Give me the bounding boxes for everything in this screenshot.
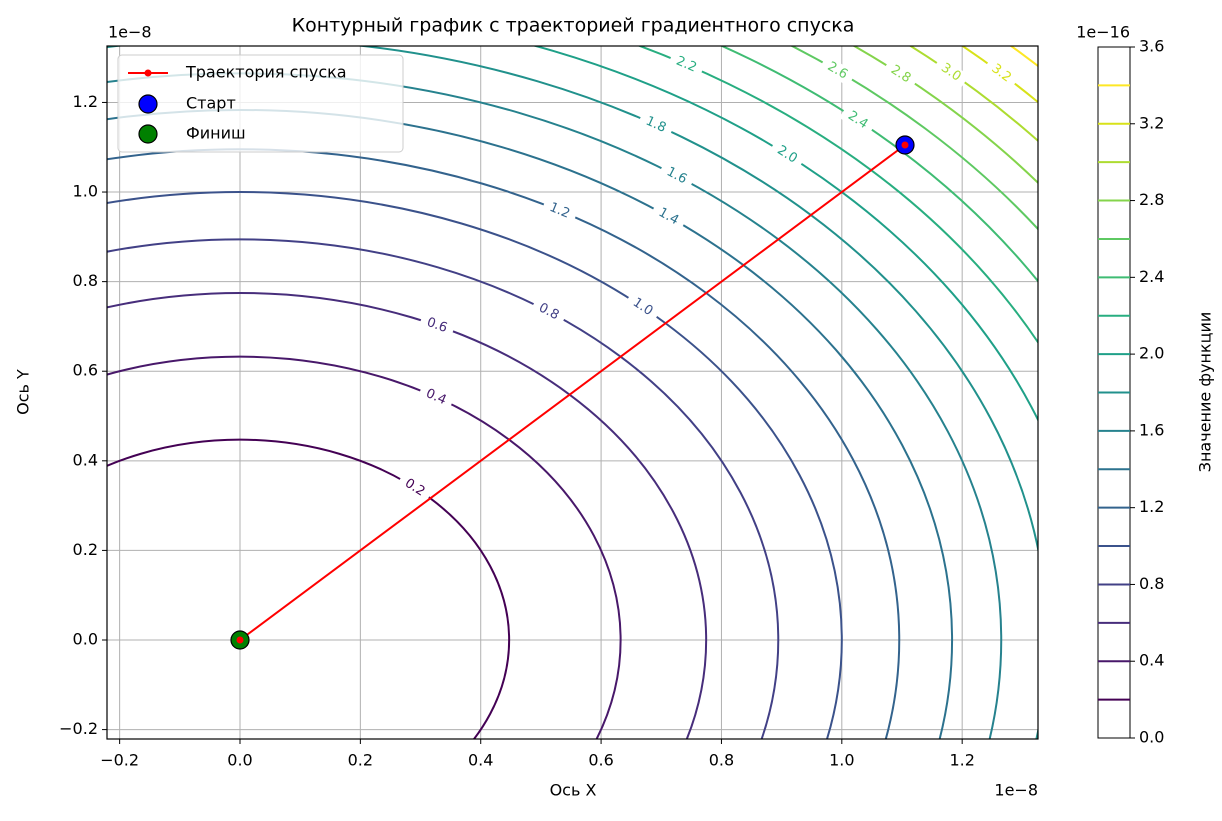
- contour-label-group: 1.6: [657, 160, 696, 191]
- plot-frame: [106, 45, 1039, 740]
- x-tick-label: 0.4: [468, 751, 493, 770]
- legend-label: Траектория спуска: [185, 63, 347, 82]
- colorbar-tick-label: 3.2: [1139, 113, 1164, 132]
- contour-line: [107, 355, 622, 739]
- x-tick-label: −0.2: [100, 751, 139, 770]
- x-tick-label: 0.8: [709, 751, 734, 770]
- contour-label-gap: [882, 58, 920, 91]
- legend: Траектория спуска Старт Финиш: [117, 54, 404, 153]
- y-tick-label: 0.4: [73, 450, 98, 469]
- colorbar-tick-label: 0.0: [1139, 728, 1164, 747]
- colorbar-tick-label: 1.6: [1139, 420, 1164, 439]
- grid: [107, 46, 1038, 739]
- x-tick-label: 0.0: [227, 751, 252, 770]
- contour-label-group: 0.8: [529, 296, 568, 327]
- colorbar-tick-label: 3.6: [1139, 37, 1164, 56]
- colorbar: 0.0 0.4 0.8 1.2 1.6 2.0 2.4 2.8 3.2 3.6: [1097, 37, 1164, 747]
- contour-label-gap: [932, 56, 970, 89]
- legend-dot: [144, 69, 152, 77]
- legend-label: Финиш: [186, 124, 246, 143]
- contour-label-gap: [529, 296, 568, 327]
- colorbar-tick-label: 2.0: [1139, 344, 1164, 363]
- contour-label-gap: [839, 104, 877, 137]
- trajectory-point: [236, 636, 244, 644]
- colorbar-tick-label: 1.2: [1139, 497, 1164, 516]
- colorbar-tick-label: 0.8: [1139, 574, 1164, 593]
- contour-label-gap: [637, 110, 675, 140]
- y-tick-label: −0.2: [59, 719, 98, 738]
- contour-line: [107, 238, 780, 739]
- trajectory-line: [239, 144, 906, 641]
- chart-title: Контурный график с траекторией градиентн…: [292, 15, 855, 37]
- contour-label-gap: [982, 56, 1020, 90]
- contour-label-group: 0.6: [418, 312, 456, 339]
- y-tick-label: 0.0: [73, 630, 98, 649]
- y-tick-label: 1.0: [73, 182, 98, 201]
- y-axis-label: Ось Y: [14, 369, 33, 415]
- contour-label-group: 0.4: [417, 382, 455, 412]
- y-tick-label: 0.2: [73, 540, 98, 559]
- y-offset: 1e−8: [108, 23, 152, 42]
- legend-box: [117, 54, 404, 153]
- legend-marker: [138, 124, 158, 144]
- contour-label: 0.6: [425, 315, 449, 336]
- x-tick-label: 0.2: [348, 751, 373, 770]
- contour-label-group: 1.8: [637, 110, 675, 140]
- colorbar-tick-label: 2.8: [1139, 190, 1164, 209]
- contour-line: [107, 438, 511, 739]
- contour-label-group: 2.2: [667, 50, 706, 79]
- contour-label-gap: [418, 312, 456, 339]
- y-tick-label: 0.8: [73, 271, 98, 290]
- contour-label-gap: [657, 160, 696, 191]
- contour-label-gap: [540, 196, 579, 225]
- y-tick-label: 1.2: [73, 92, 98, 111]
- x-tick-label: 0.6: [588, 751, 613, 770]
- x-offset: 1e−8: [994, 781, 1038, 800]
- contour-label-group: 1.2: [540, 196, 579, 225]
- x-tick-label: 1.0: [829, 751, 854, 770]
- contour-label-gap: [417, 382, 455, 412]
- contour-label-gap: [396, 471, 434, 504]
- contour-label-gap: [624, 290, 662, 324]
- colorbar-tick-label: 2.4: [1139, 267, 1164, 286]
- contour-label-gap: [667, 50, 706, 79]
- y-tick-label: 0.6: [73, 361, 98, 380]
- colorbar-tick-label: 0.4: [1139, 651, 1164, 670]
- trajectory: [230, 135, 915, 650]
- contour-label-gap: [818, 55, 857, 87]
- contour-line: [107, 292, 708, 739]
- legend-marker: [138, 94, 158, 114]
- contour-label-gap: [768, 138, 806, 171]
- contour-label-gap: [649, 201, 688, 232]
- colorbar-offset: 1e−16: [1076, 23, 1130, 42]
- colorbar-label: Значение функции: [1196, 312, 1215, 473]
- trajectory-point: [901, 141, 909, 149]
- x-tick-label: 1.2: [949, 751, 974, 770]
- contour-label: 1.2: [547, 200, 572, 222]
- contour-line: [107, 191, 843, 739]
- axes: −0.2 0.0 0.2 0.4 0.6 0.8 1.0 1.2 −0.2 0.0 0.2 0.4 0.…: [59, 92, 975, 770]
- x-axis-label: Ось X: [550, 781, 597, 800]
- legend-label: Старт: [186, 94, 236, 113]
